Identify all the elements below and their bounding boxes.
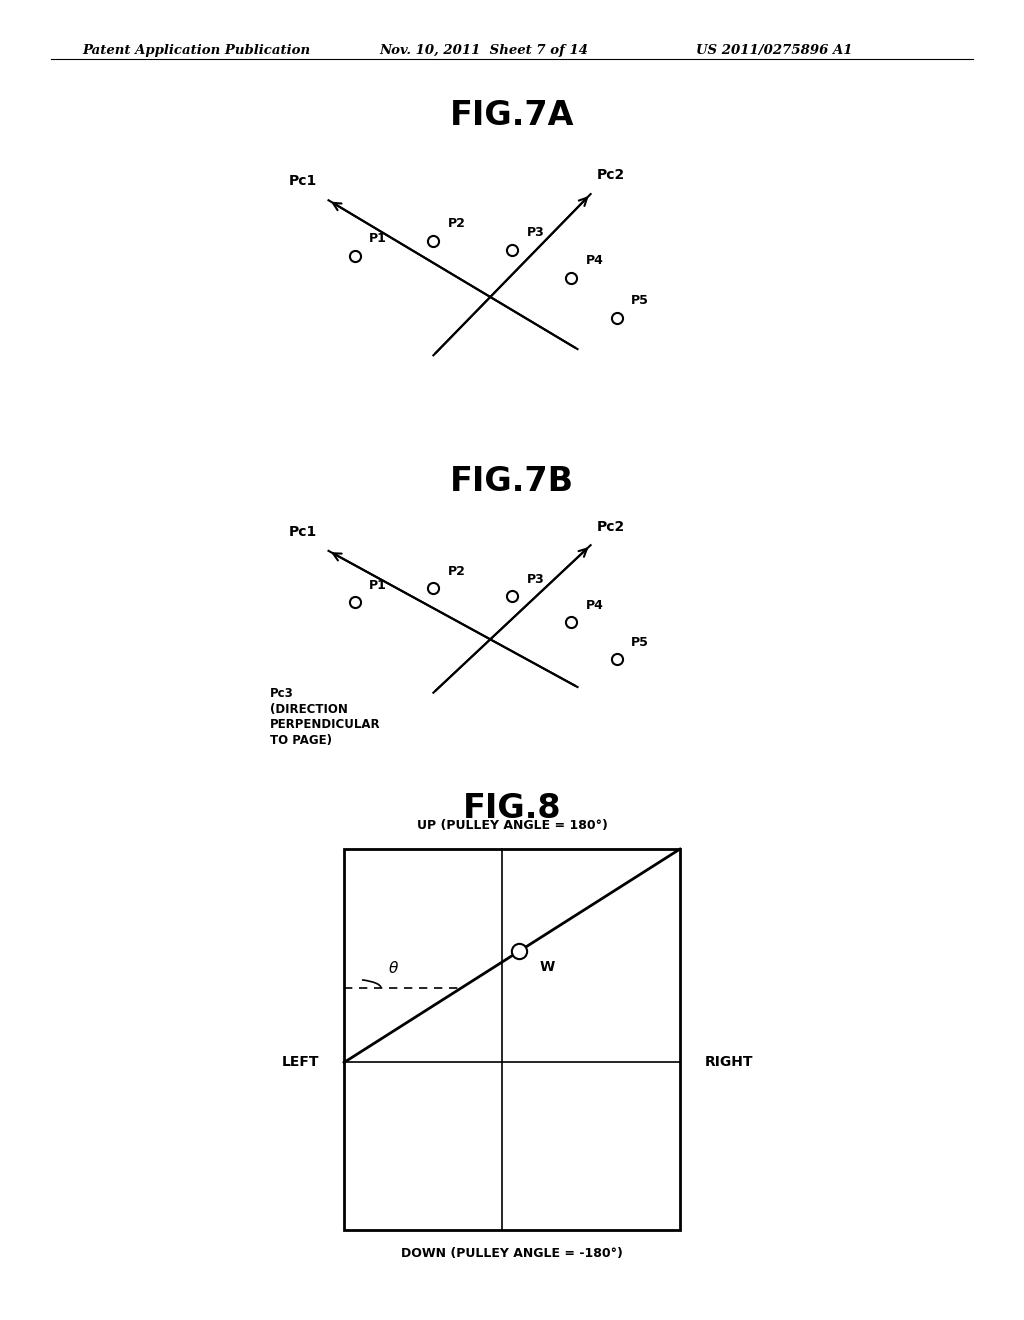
Text: P3: P3 [526,226,544,239]
Text: FIG.7B: FIG.7B [450,465,574,498]
Text: P4: P4 [586,599,603,612]
Text: Pc2: Pc2 [597,168,626,182]
Text: FIG.8: FIG.8 [463,792,561,825]
Text: FIG.7A: FIG.7A [450,99,574,132]
Text: P5: P5 [631,636,649,648]
Text: θ: θ [389,961,398,975]
Text: Pc1: Pc1 [289,525,317,540]
Text: Pc2: Pc2 [597,520,626,533]
Text: UP (PULLEY ANGLE = 180°): UP (PULLEY ANGLE = 180°) [417,818,607,832]
Text: P1: P1 [369,232,387,246]
Text: Nov. 10, 2011  Sheet 7 of 14: Nov. 10, 2011 Sheet 7 of 14 [379,44,588,57]
Text: Pc3
(DIRECTION
PERPENDICULAR
TO PAGE): Pc3 (DIRECTION PERPENDICULAR TO PAGE) [269,686,380,747]
Text: Pc1: Pc1 [289,174,317,187]
Text: Patent Application Publication: Patent Application Publication [82,44,310,57]
Bar [344,849,680,1230]
Text: P1: P1 [369,579,387,591]
Text: P2: P2 [447,565,466,578]
Text: DOWN (PULLEY ANGLE = -180°): DOWN (PULLEY ANGLE = -180°) [401,1247,623,1261]
Text: P2: P2 [447,216,466,230]
Text: RIGHT: RIGHT [705,1056,753,1069]
Text: P5: P5 [631,294,649,308]
Text: W: W [540,960,554,974]
Text: LEFT: LEFT [282,1056,319,1069]
Text: US 2011/0275896 A1: US 2011/0275896 A1 [696,44,853,57]
Text: P4: P4 [586,253,603,267]
Text: P3: P3 [526,573,544,586]
